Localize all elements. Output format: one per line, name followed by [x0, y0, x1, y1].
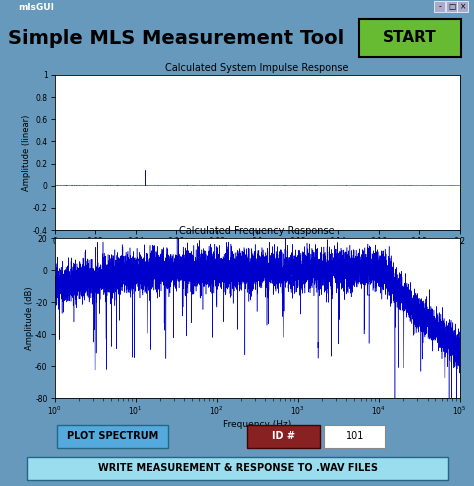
- X-axis label: Time (seconds): Time (seconds): [223, 249, 292, 258]
- FancyBboxPatch shape: [247, 424, 320, 448]
- Text: START: START: [383, 31, 437, 46]
- Y-axis label: Amplitude (dB): Amplitude (dB): [25, 286, 34, 350]
- Text: -: -: [438, 2, 441, 12]
- Text: Simple MLS Measurement Tool: Simple MLS Measurement Tool: [8, 29, 344, 48]
- FancyBboxPatch shape: [359, 19, 461, 57]
- Text: ID #: ID #: [273, 431, 295, 441]
- FancyBboxPatch shape: [447, 1, 457, 13]
- Text: ×: ×: [460, 2, 466, 12]
- Y-axis label: Amplitude (linear): Amplitude (linear): [22, 114, 31, 191]
- FancyBboxPatch shape: [457, 1, 468, 13]
- Text: mlsGUI: mlsGUI: [18, 2, 54, 12]
- Title: Calculated System Impulse Response: Calculated System Impulse Response: [165, 63, 349, 73]
- FancyBboxPatch shape: [325, 424, 385, 448]
- Text: 101: 101: [346, 431, 364, 441]
- Text: PLOT SPECTRUM: PLOT SPECTRUM: [67, 431, 159, 441]
- X-axis label: Frequency (Hz): Frequency (Hz): [223, 420, 291, 429]
- Text: WRITE MEASUREMENT & RESPONSE TO .WAV FILES: WRITE MEASUREMENT & RESPONSE TO .WAV FIL…: [98, 463, 378, 473]
- Text: □: □: [448, 2, 456, 12]
- FancyBboxPatch shape: [435, 1, 446, 13]
- Title: Calculated Frequency Response: Calculated Frequency Response: [179, 226, 335, 236]
- FancyBboxPatch shape: [57, 424, 168, 448]
- FancyBboxPatch shape: [27, 456, 448, 480]
